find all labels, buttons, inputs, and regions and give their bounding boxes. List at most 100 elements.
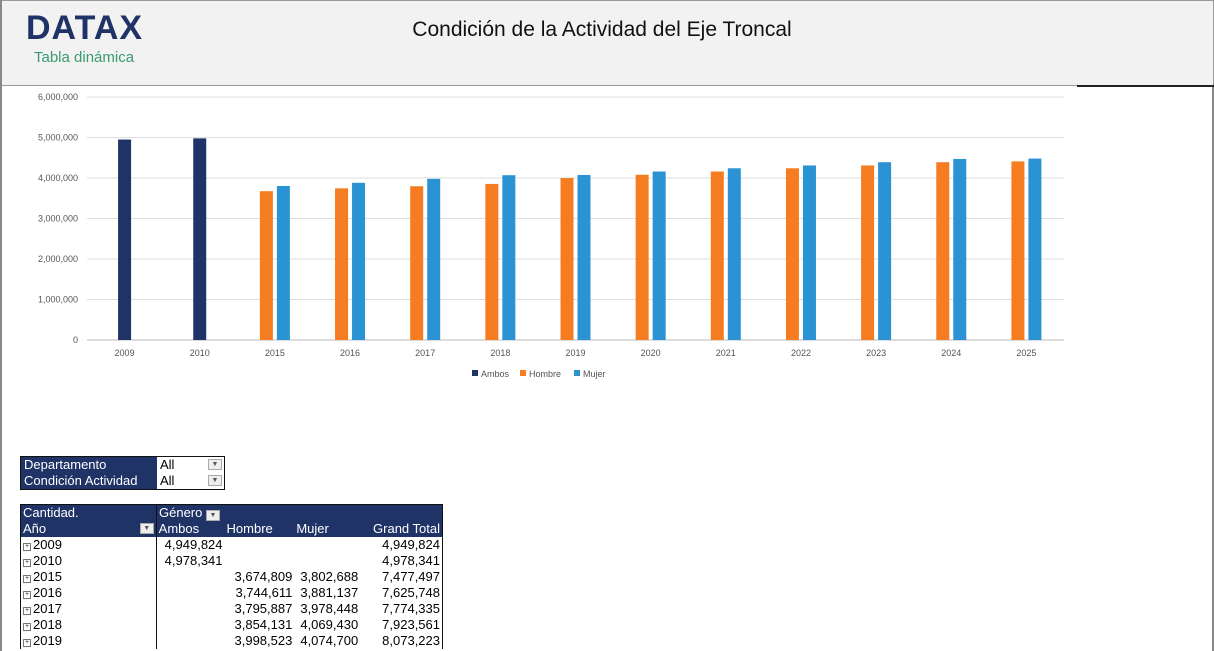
col-header: Mujer	[296, 521, 329, 536]
bar-mujer-2016	[352, 182, 366, 340]
table-row: +2015 3,674,809 3,802,688 7,477,497	[21, 569, 442, 585]
filter-dropdown[interactable]: All ▼	[157, 457, 224, 473]
table-cell: 4,978,341	[382, 553, 440, 568]
x-tick-label: 2024	[941, 348, 961, 358]
dropdown-arrow-icon[interactable]: ▼	[208, 475, 222, 486]
row-label[interactable]: +2009	[21, 537, 157, 553]
expand-icon[interactable]: +	[23, 607, 31, 615]
x-tick-label: 2016	[340, 348, 360, 358]
legend-swatch	[574, 370, 580, 376]
x-tick-label: 2025	[1016, 348, 1036, 358]
table-cell	[157, 617, 225, 633]
table-cell: 3,744,611	[235, 585, 293, 600]
bar-mujer-2015	[276, 185, 290, 340]
col-header: Hombre	[226, 521, 273, 536]
table-row: +2009 4,949,824 4,949,824	[21, 537, 442, 553]
row-label[interactable]: +2016	[21, 585, 157, 601]
bar-hombre-2024	[936, 162, 950, 340]
bar-ambos-2009	[118, 139, 132, 340]
table-cell	[294, 553, 360, 569]
y-tick-label: 3,000,000	[38, 214, 78, 224]
bar-hombre-2023	[861, 165, 875, 340]
bar-hombre-2017	[410, 186, 424, 340]
filter-label: Departamento	[21, 457, 157, 473]
table-cell: 3,978,448	[300, 601, 359, 616]
table-cell: 3,854,131	[234, 617, 293, 632]
bar-hombre-2025	[1011, 161, 1025, 340]
expand-icon[interactable]: +	[23, 559, 31, 567]
expand-icon[interactable]: +	[23, 543, 31, 551]
table-cell: 7,477,497	[382, 569, 440, 584]
filter-label: Condición Actividad	[21, 473, 157, 489]
y-tick-label: 5,000,000	[38, 133, 78, 143]
pivot-filters: Departamento All ▼ Condición Actividad Al…	[20, 456, 225, 490]
table-cell: 4,074,700	[300, 633, 359, 648]
expand-icon[interactable]: +	[23, 639, 31, 647]
y-tick-label: 0	[73, 335, 78, 345]
row-field-label: Año	[23, 521, 47, 536]
filter-dropdown[interactable]: All ▼	[157, 473, 224, 489]
col-header: Grand Total	[373, 521, 440, 536]
pivot-header-row: Cantidad. Género ▼	[21, 505, 442, 521]
x-tick-label: 2020	[641, 348, 661, 358]
column-field-label: Género	[159, 505, 203, 520]
table-cell	[225, 553, 295, 569]
expand-icon[interactable]: +	[23, 591, 31, 599]
bar-mujer-2017	[427, 178, 441, 340]
filter-value: All	[160, 473, 175, 488]
header: DATAX Tabla dinámica Condición de la Act…	[2, 0, 1214, 86]
row-label[interactable]: +2015	[21, 569, 157, 585]
col-header: Ambos	[158, 521, 200, 536]
legend-label: Ambos	[481, 369, 510, 379]
bar-hombre-2015	[259, 191, 273, 340]
dropdown-arrow-icon[interactable]: ▼	[139, 523, 154, 534]
table-cell: 4,978,341	[164, 553, 223, 568]
row-field[interactable]: Año ▼	[21, 521, 157, 537]
x-tick-label: 2017	[415, 348, 435, 358]
y-tick-label: 2,000,000	[38, 254, 78, 264]
table-cell	[157, 585, 225, 601]
row-label[interactable]: +2018	[21, 617, 157, 633]
table-cell: 7,923,561	[382, 617, 440, 632]
bar-mujer-2020	[652, 171, 666, 340]
bar-chart: 0 1,000,000 2,000,000 3,000,000 4,000,000 5,0…	[38, 92, 1064, 379]
year: 2018	[33, 617, 62, 632]
row-label[interactable]: +2019	[21, 633, 157, 649]
table-cell: 7,625,748	[382, 585, 440, 600]
year: 2010	[33, 553, 62, 568]
bar-hombre-2016	[335, 188, 349, 340]
bar-ambos-2010	[193, 138, 207, 340]
table-cell: 8,073,223	[382, 633, 440, 648]
column-field[interactable]: Género ▼	[157, 505, 442, 521]
bar-hombre-2022	[785, 168, 799, 340]
filter-departamento: Departamento All ▼	[21, 457, 224, 473]
filter-value: All	[160, 457, 175, 472]
bar-hombre-2018	[485, 183, 499, 340]
datax-logo: DATAX	[26, 9, 144, 47]
page-title: Condición de la Actividad del Eje Tronca…	[412, 18, 792, 41]
year: 2016	[33, 585, 62, 600]
bar-mujer-2025	[1028, 158, 1042, 340]
bar-mujer-2021	[727, 168, 741, 340]
table-cell	[157, 569, 225, 585]
table-row: +2017 3,795,887 3,978,448 7,774,335	[21, 601, 442, 617]
table-cell: 3,998,523	[234, 633, 293, 648]
x-tick-label: 2010	[190, 348, 210, 358]
year: 2009	[33, 537, 62, 552]
x-tick-label: 2022	[791, 348, 811, 358]
table-cell: 4,949,824	[382, 537, 440, 552]
expand-icon[interactable]: +	[23, 575, 31, 583]
bar-hombre-2020	[635, 174, 649, 340]
y-tick-label: 1,000,000	[38, 295, 78, 305]
x-tick-label: 2021	[716, 348, 736, 358]
dropdown-arrow-icon[interactable]: ▼	[206, 510, 220, 521]
table-cell: 3,881,137	[300, 585, 359, 600]
row-label[interactable]: +2010	[21, 553, 157, 569]
table-cell	[294, 537, 360, 553]
table-cell: 3,795,887	[234, 601, 293, 616]
subtitle: Tabla dinámica	[34, 49, 135, 66]
dropdown-arrow-icon[interactable]: ▼	[208, 459, 222, 470]
bar-mujer-2018	[502, 175, 516, 340]
expand-icon[interactable]: +	[23, 623, 31, 631]
row-label[interactable]: +2017	[21, 601, 157, 617]
